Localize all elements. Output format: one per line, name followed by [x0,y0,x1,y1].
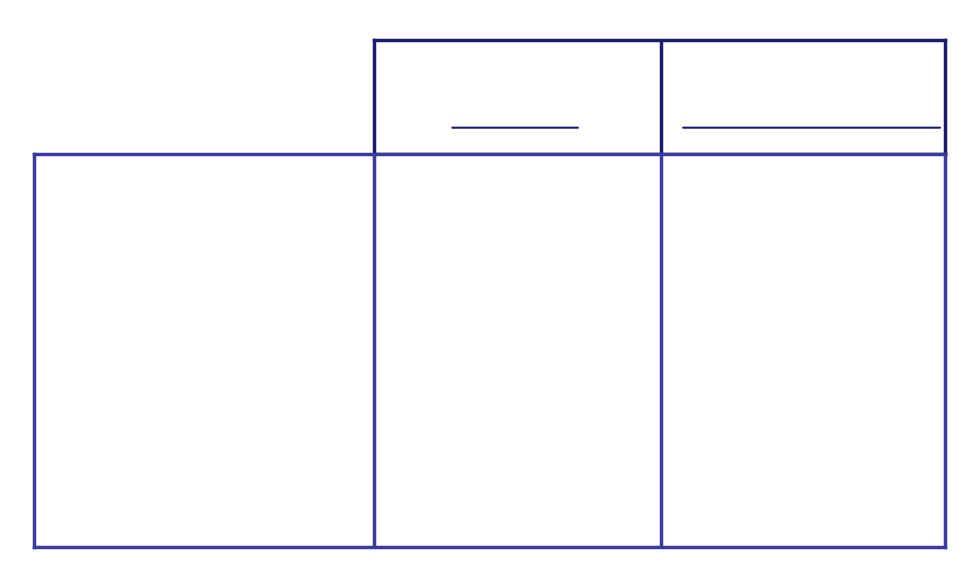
Text: Your Friend’s Loan: Your Friend’s Loan [702,87,921,107]
Text: $75,000: $75,000 [475,177,555,196]
Text: Interest Paid:: Interest Paid: [55,439,205,458]
Text: 7.5%: 7.5% [490,308,540,327]
Text: $604: $604 [491,374,539,393]
Text: Rate:: Rate: [55,308,114,327]
Text: $70,007: $70,007 [475,439,555,458]
Text: Total Borrowing Cost:: Total Borrowing Cost: [55,505,293,524]
Text: Principal:: Principal: [55,177,159,196]
Text: $92,784: $92,784 [772,439,851,458]
Text: 9.5%: 9.5% [786,308,837,327]
Text: Term:: Term: [55,243,118,262]
Text: Your Loan: Your Loan [457,87,573,107]
Text: $145,007: $145,007 [469,505,562,524]
Text: $75,000: $75,000 [772,177,851,196]
Text: Monthly Payment:: Monthly Payment: [55,374,255,393]
Text: 20 years: 20 years [770,243,853,262]
Text: 20 years: 20 years [473,243,557,262]
Text: $167,784: $167,784 [765,505,858,524]
Text: $699: $699 [787,374,836,393]
